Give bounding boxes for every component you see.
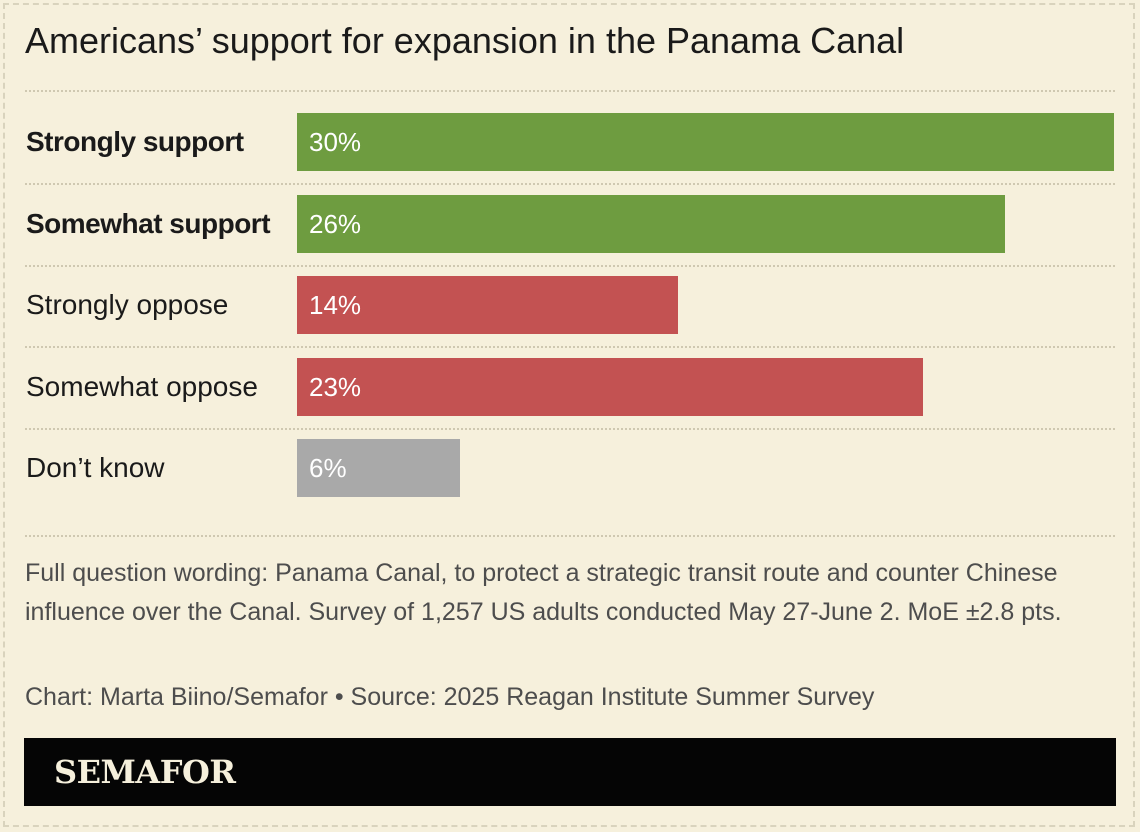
bar-value-label: 6% <box>309 453 347 483</box>
bar-value-label: 23% <box>309 372 362 402</box>
row-separator <box>25 265 1115 267</box>
category-label: Strongly oppose <box>26 289 229 320</box>
category-label: Somewhat oppose <box>26 371 258 402</box>
bar-value-label: 14% <box>309 290 362 320</box>
chart-bottom-separator <box>25 535 1115 537</box>
bar <box>297 276 678 334</box>
bar-value-label: 30% <box>309 127 362 157</box>
source-credit: Chart: Marta Biino/Semafor • Source: 202… <box>25 683 875 711</box>
row-separator <box>25 183 1115 185</box>
footer-bar: SEMAFOR <box>24 738 1116 806</box>
category-label: Strongly support <box>26 126 244 157</box>
chart-frame <box>3 3 1135 827</box>
bar <box>297 439 460 497</box>
title-separator <box>25 90 1115 92</box>
bar <box>297 195 1005 253</box>
question-note: Full question wording: Panama Canal, to … <box>25 559 1062 626</box>
row-separator <box>25 428 1115 430</box>
bar <box>297 358 923 416</box>
bar <box>297 113 1114 171</box>
bar-value-label: 26% <box>309 209 362 239</box>
category-label: Somewhat support <box>26 208 271 239</box>
category-label: Don’t know <box>26 452 165 483</box>
chart-title: Americans’ support for expansion in the … <box>25 20 905 61</box>
semafor-logo[interactable]: SEMAFOR <box>54 753 236 791</box>
row-separator <box>25 346 1115 348</box>
